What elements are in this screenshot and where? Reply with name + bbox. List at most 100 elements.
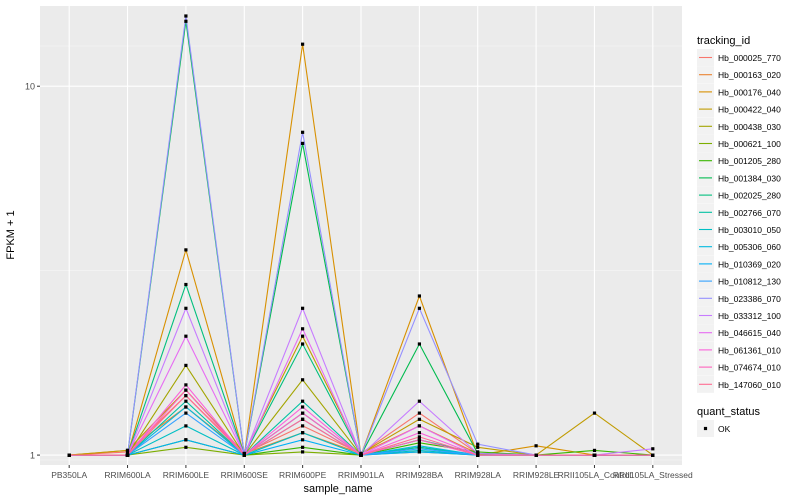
data-point [417, 306, 421, 310]
data-point [184, 306, 188, 310]
data-point [476, 453, 480, 457]
data-point [359, 453, 363, 457]
x-tick-label: RRII105LA_Control [558, 470, 632, 480]
data-point [592, 453, 597, 457]
legend-label: Hb_003010_050 [718, 225, 781, 235]
x-tick-label: RRIM928LA [455, 470, 502, 480]
data-point [534, 444, 538, 448]
data-point [592, 411, 597, 415]
legend-label: Hb_002025_280 [718, 191, 781, 201]
data-point [184, 248, 188, 252]
legend-label: Hb_023386_070 [718, 294, 781, 304]
data-point [242, 453, 246, 457]
legend-label: Hb_147060_010 [718, 380, 781, 390]
data-point [651, 447, 655, 451]
legend-label: Hb_046615_040 [718, 328, 781, 338]
x-tick-label: PB350LA [51, 470, 87, 480]
y-axis-title: FPKM + 1 [5, 210, 17, 259]
x-tick-label: RRII105LA_Stressed [613, 470, 693, 480]
shape-legend-items: OK [697, 420, 731, 437]
data-point [301, 450, 305, 454]
data-point [184, 363, 188, 367]
data-point [301, 141, 305, 145]
data-point [301, 424, 305, 428]
data-point [301, 399, 305, 403]
data-point [417, 447, 421, 451]
legend-label: Hb_074674_010 [718, 363, 781, 373]
data-point [417, 411, 421, 415]
data-point [301, 334, 305, 338]
data-point [184, 394, 188, 398]
data-point [417, 294, 421, 298]
data-point [417, 342, 421, 346]
x-tick-label: RRIM901LA [338, 470, 385, 480]
data-point [184, 383, 188, 387]
data-point [301, 431, 305, 435]
legend-label: Hb_002766_070 [718, 208, 781, 218]
legend-items: Hb_000025_770 Hb_000163_020 Hb_000176_040 H… [697, 49, 781, 393]
legend-label: Hb_010369_020 [718, 259, 781, 269]
legend-label: Hb_001384_030 [718, 173, 781, 183]
data-point [417, 435, 421, 439]
x-tick-label: RRIM928LE [513, 470, 560, 480]
data-point [417, 399, 421, 403]
x-axis-title: sample_name [303, 483, 372, 495]
data-point [184, 282, 188, 287]
legend-label: Hb_000025_770 [718, 53, 781, 63]
data-point [301, 342, 305, 346]
shape-legend-label: OK [718, 424, 731, 434]
data-point [184, 14, 188, 18]
x-tick-label: RRIM928BA [396, 470, 444, 480]
data-point [184, 388, 188, 392]
data-point [184, 334, 188, 338]
y-axis: 1 10 [25, 82, 40, 461]
data-point [184, 445, 188, 449]
x-tick-label: RRIM600PE [279, 470, 327, 480]
data-point [301, 438, 305, 442]
y-tick-label: 1 [30, 451, 35, 461]
data-point [417, 444, 421, 448]
x-axis: PB350LA RRIM600LA RRIM600LE RRIM600SE RRIM60… [51, 465, 693, 480]
shape-legend-title: quant_status [697, 406, 760, 418]
data-point [534, 453, 538, 457]
legend-label: Hb_000422_040 [718, 105, 781, 115]
data-point [301, 417, 305, 421]
data-point [184, 424, 188, 428]
data-point [184, 411, 188, 415]
legend-label: Hb_000621_100 [718, 139, 781, 149]
legend: tracking_id Hb_000025_770Hb_000163_020Hb… [697, 35, 781, 437]
data-point [301, 405, 305, 409]
data-point [301, 306, 305, 310]
data-point [417, 438, 421, 442]
shape-legend-key-point [703, 426, 708, 431]
data-point [67, 453, 71, 457]
data-point [184, 438, 188, 442]
data-point [301, 445, 305, 449]
data-point [651, 453, 655, 457]
legend-label: Hb_033312_100 [718, 311, 781, 321]
data-point [301, 327, 305, 331]
data-point [184, 399, 188, 403]
y-tick-label: 10 [25, 82, 35, 92]
data-point [417, 441, 421, 445]
legend-label: Hb_005306_060 [718, 242, 781, 252]
data-point [592, 448, 597, 452]
data-point [417, 450, 421, 454]
legend-label: Hb_000176_040 [718, 87, 781, 97]
legend-label: Hb_000163_020 [718, 70, 781, 80]
legend-label: Hb_001205_280 [718, 156, 781, 166]
legend-label: Hb_010812_130 [718, 277, 781, 287]
data-point [184, 405, 188, 409]
data-points [67, 14, 655, 457]
data-point [301, 411, 305, 415]
legend-label: Hb_061361_010 [718, 345, 781, 355]
data-point [476, 445, 480, 449]
data-point [184, 19, 188, 23]
data-point [125, 453, 130, 457]
legend-label: Hb_000438_030 [718, 122, 781, 132]
x-tick-label: RRIM600LA [104, 470, 151, 480]
data-point [301, 130, 305, 134]
data-point [417, 431, 421, 435]
x-tick-label: RRIM600LE [163, 470, 210, 480]
